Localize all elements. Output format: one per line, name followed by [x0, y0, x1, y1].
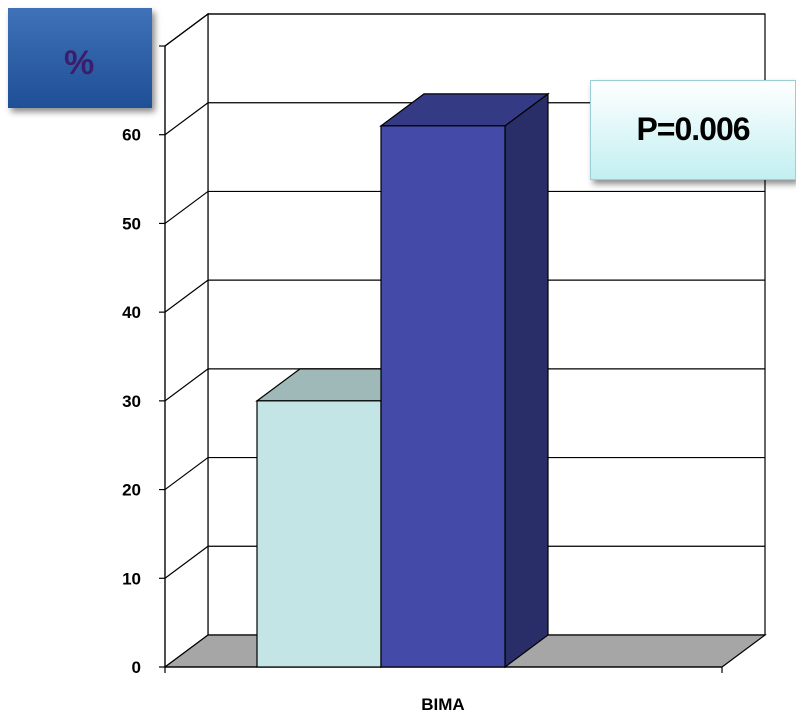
gridline: [164, 545, 765, 579]
y-tick-label: 40: [122, 303, 141, 322]
y-tick-label: 50: [122, 214, 141, 233]
p-value-annotation: P=0.006: [636, 111, 750, 147]
y-tick-labels: 010203040506070: [122, 37, 141, 677]
gridline: [164, 279, 765, 313]
y-unit-label: %: [64, 44, 95, 82]
gridline: [164, 102, 765, 136]
gridline: [164, 368, 765, 402]
bars: [255, 92, 550, 669]
side-wall: [164, 12, 209, 669]
gridline: [164, 13, 765, 47]
y-tick-label: 60: [122, 126, 141, 145]
bar: [379, 92, 550, 669]
p-value-box: P=0.006: [590, 80, 796, 180]
y-tick-label: 10: [122, 569, 141, 588]
bar-side: [504, 92, 549, 669]
gridline: [164, 190, 765, 224]
gridline: [164, 456, 765, 491]
y-tick-label: 20: [122, 481, 141, 500]
bar-front: [380, 125, 506, 668]
y-tick-label: 30: [122, 392, 141, 411]
unit-label-box: %: [8, 8, 152, 108]
x-category-label: BIMA: [421, 695, 464, 714]
y-tick-label: 0: [132, 658, 141, 677]
bar-front: [256, 400, 382, 668]
gridlines: [164, 13, 765, 579]
